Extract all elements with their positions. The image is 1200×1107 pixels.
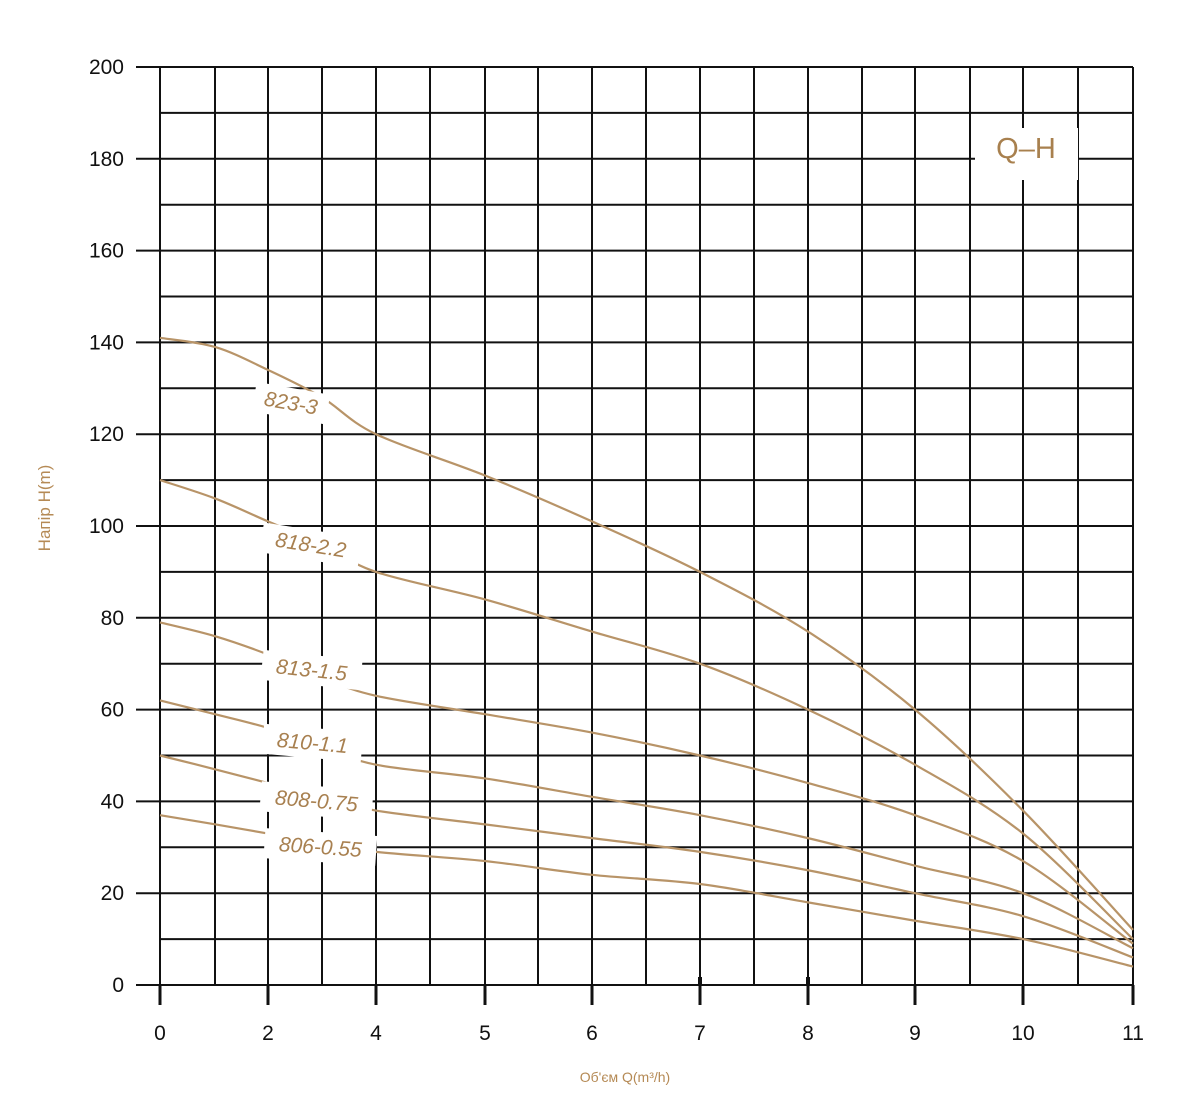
y-tick-label: 0 — [112, 974, 124, 997]
x-tick-label: 6 — [586, 1022, 598, 1045]
x-tick-label: 5 — [479, 1022, 491, 1045]
x-tick-label: 10 — [1011, 1022, 1034, 1045]
x-tick-label: 11 — [1122, 1022, 1144, 1045]
series-label-group: 813-1.5 — [260, 649, 363, 691]
y-tick-label: 60 — [101, 699, 124, 722]
series-label-bg — [259, 781, 374, 821]
series-label-group: 810-1.1 — [261, 723, 364, 763]
x-tick-label: 8 — [802, 1022, 814, 1045]
series-label-bg — [261, 723, 364, 763]
chart-title: Q–H — [996, 133, 1056, 165]
y-tick-label: 120 — [89, 423, 124, 446]
x-tick-label: 2 — [262, 1022, 274, 1045]
x-tick-label: 4 — [370, 1022, 382, 1045]
y-tick-label: 100 — [89, 515, 124, 538]
x-tick-label: 0 — [154, 1022, 166, 1045]
y-tick-label: 40 — [101, 790, 124, 813]
y-tick-label: 140 — [89, 331, 124, 354]
x-tick-label: 7 — [694, 1022, 706, 1045]
series-label-group: 806-0.55 — [263, 828, 378, 866]
curve-labels: 823-3818-2.2813-1.5810-1.1808-0.75806-0.… — [251, 381, 378, 866]
series-label-bg — [260, 649, 363, 691]
series-label-group: 808-0.75 — [259, 781, 374, 821]
title-badge-group: Q–H — [975, 128, 1078, 180]
title-badge-bg — [975, 128, 1078, 180]
x-tick-label: 9 — [909, 1022, 921, 1045]
series-label-group: 823-3 — [251, 381, 331, 425]
series-label-bg — [263, 828, 378, 866]
series-label-bg — [259, 522, 363, 568]
y-tick-label: 160 — [89, 240, 124, 263]
x-axis-label: Об'єм Q(m³/h) — [580, 1069, 670, 1085]
y-tick-label: 20 — [101, 882, 124, 905]
y-tick-label: 80 — [101, 607, 124, 630]
y-axis-label: Напір H(m) — [35, 465, 54, 552]
series-label-bg — [251, 381, 331, 425]
y-tick-label: 180 — [89, 148, 124, 171]
y-tick-label: 200 — [89, 56, 124, 79]
axes: 0 20 40 60 80 100 120 140 160 180 200 0 2 4 5 6 7 8 9 10 11 — [89, 56, 1144, 1045]
series-line-823-3 — [159, 336, 1134, 931]
